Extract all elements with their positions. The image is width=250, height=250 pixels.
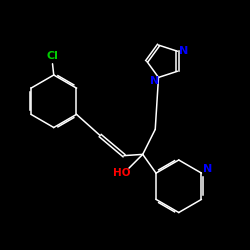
Text: N: N	[203, 164, 212, 174]
Text: N: N	[150, 76, 159, 86]
Text: Cl: Cl	[46, 51, 58, 61]
Text: N: N	[178, 46, 188, 56]
Text: HO: HO	[113, 168, 130, 178]
